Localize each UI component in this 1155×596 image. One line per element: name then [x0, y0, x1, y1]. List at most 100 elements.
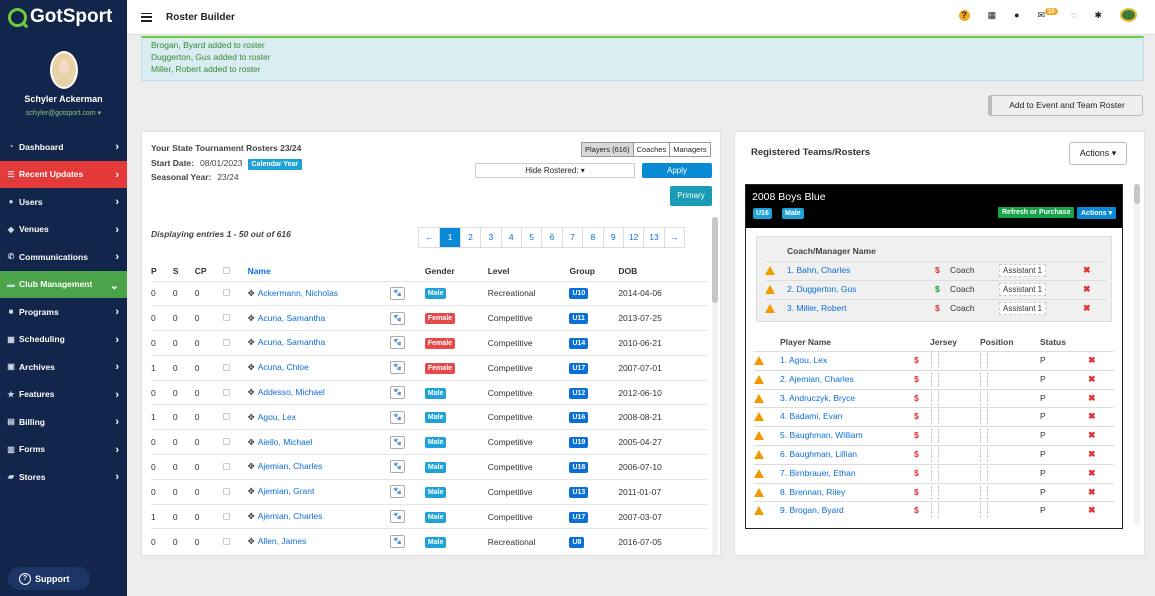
prev-page-button[interactable]: ←	[424, 232, 434, 242]
drag-handle-icon[interactable]: ✥	[247, 362, 255, 373]
page-6-button[interactable]: 6	[541, 228, 561, 247]
sidebar-item-stores[interactable]: ▰ Stores ›	[0, 463, 127, 491]
jersey-field[interactable]	[931, 371, 939, 387]
payment-icon[interactable]: $	[914, 505, 919, 516]
coach-name-link[interactable]: 3. Miller, Robert	[787, 303, 847, 313]
payment-icon[interactable]: $	[914, 486, 919, 497]
coach-title-field[interactable]: Assistant 1	[999, 302, 1047, 315]
position-field[interactable]	[980, 447, 988, 462]
row-checkbox[interactable]	[222, 363, 230, 371]
page-9-button[interactable]: 9	[602, 228, 623, 247]
row-checkbox[interactable]	[222, 462, 230, 470]
player-name-link[interactable]: Ajemian, Charles	[257, 461, 323, 472]
team-actions-button[interactable]: Actions ▾	[1077, 207, 1117, 219]
player-name-link[interactable]: 8. Brennan, Riley	[780, 486, 846, 497]
player-name-link[interactable]: Ajemian, Grant	[257, 486, 315, 497]
row-checkbox[interactable]	[222, 537, 230, 545]
row-checkbox[interactable]	[222, 512, 230, 520]
page-5-button[interactable]: 5	[520, 228, 541, 247]
player-name-link[interactable]: Allen, James	[257, 536, 307, 547]
player-name-link[interactable]: Ackermann, Nicholas	[257, 287, 338, 298]
row-checkbox[interactable]	[222, 413, 230, 421]
page-7-button[interactable]: 7	[561, 228, 582, 247]
row-checkbox[interactable]	[222, 388, 230, 396]
coach-title-field[interactable]: Assistant 1	[999, 264, 1047, 277]
sidebar-item-billing[interactable]: ▤ Billing ›	[0, 408, 127, 436]
paw-button[interactable]: 🐾	[390, 410, 406, 424]
sidebar-item-club-management[interactable]: ▬ Club Management ⌄	[0, 270, 127, 298]
remove-icon[interactable]: ✖	[1083, 303, 1091, 313]
hamburger-menu-icon[interactable]	[141, 12, 152, 22]
avatar[interactable]	[49, 51, 78, 89]
page-4-button[interactable]: 4	[500, 228, 521, 247]
refresh-or-purchase-button[interactable]: Refresh or Purchase	[998, 207, 1075, 218]
player-name-link[interactable]: Acuna, Chloe	[257, 362, 309, 373]
paw-button[interactable]: 🐾	[390, 535, 406, 549]
paw-button[interactable]: 🐾	[390, 485, 406, 499]
sidebar-item-scheduling[interactable]: ▦ Scheduling ›	[0, 326, 127, 354]
position-field[interactable]	[980, 465, 988, 481]
player-name-link[interactable]: Aiello, Michael	[257, 436, 313, 447]
drag-handle-icon[interactable]: ✥	[247, 486, 255, 497]
player-name-link[interactable]: 6. Baughman, Lillian	[780, 449, 858, 459]
sidebar-item-archives[interactable]: ▣ Archives ›	[0, 353, 127, 381]
paw-button[interactable]: 🐾	[390, 311, 406, 325]
position-field[interactable]	[980, 390, 988, 406]
payment-icon[interactable]: $	[935, 265, 940, 275]
jersey-field[interactable]	[931, 409, 939, 425]
coach-name-link[interactable]: 1. Bahn, Charles	[787, 265, 851, 275]
player-name-link[interactable]: Acuna, Samantha	[257, 312, 326, 323]
remove-icon[interactable]: ✖	[1088, 449, 1096, 459]
paw-button[interactable]: 🐾	[390, 510, 406, 524]
payment-icon[interactable]: $	[935, 284, 940, 294]
payment-icon[interactable]: $	[914, 355, 919, 365]
coach-name-link[interactable]: 2. Duggerton, Gus	[787, 284, 857, 294]
help-icon[interactable]: ?	[958, 9, 970, 21]
table-scrollbar[interactable]	[712, 217, 718, 555]
payment-icon[interactable]: $	[914, 430, 919, 441]
sidebar-item-programs[interactable]: ■ Programs ›	[0, 298, 127, 326]
sidebar-item-users[interactable]: ● Users ›	[0, 188, 127, 216]
paw-button[interactable]: 🐾	[390, 336, 406, 350]
drag-handle-icon[interactable]: ✥	[247, 411, 255, 422]
jersey-field[interactable]	[931, 484, 939, 500]
club-logo[interactable]	[1120, 8, 1137, 22]
drag-handle-icon[interactable]: ✥	[247, 387, 255, 398]
paw-button[interactable]: 🐾	[390, 361, 406, 375]
position-field[interactable]	[980, 503, 988, 519]
next-page-button[interactable]: →	[663, 228, 684, 247]
coach-title-field[interactable]: Assistant 1	[999, 283, 1047, 296]
remove-icon[interactable]: ✖	[1083, 265, 1091, 275]
sidebar-item-communications[interactable]: ✆ Communications ›	[0, 243, 127, 271]
page-8-button[interactable]: 8	[582, 228, 602, 247]
user-email-dropdown[interactable]: schyler@gotsport.com ▾	[25, 110, 102, 117]
payment-icon[interactable]: $	[914, 373, 919, 384]
position-field[interactable]	[980, 428, 988, 444]
column-header[interactable]: Name	[247, 265, 271, 276]
jersey-field[interactable]	[931, 465, 939, 481]
sidebar-item-forms[interactable]: ▥ Forms ›	[0, 436, 127, 464]
page-1-button[interactable]: 1	[439, 228, 460, 247]
remove-icon[interactable]: ✖	[1088, 467, 1096, 478]
drag-handle-icon[interactable]: ✥	[247, 287, 255, 298]
jersey-field[interactable]	[931, 447, 939, 462]
position-field[interactable]	[980, 353, 988, 368]
row-checkbox[interactable]	[222, 289, 230, 297]
drag-handle-icon[interactable]: ✥	[247, 536, 255, 547]
payment-icon[interactable]: $	[914, 392, 919, 403]
row-checkbox[interactable]	[222, 438, 230, 446]
qr-code-icon[interactable]: ▦	[987, 9, 997, 20]
drag-handle-icon[interactable]: ✥	[247, 337, 255, 348]
drag-handle-icon[interactable]: ✥	[247, 436, 255, 447]
row-checkbox[interactable]	[222, 338, 230, 346]
player-name-link[interactable]: Addesso, Michael	[257, 387, 325, 398]
position-field[interactable]	[980, 484, 988, 500]
player-name-link[interactable]: 4. Badami, Evan	[780, 411, 843, 422]
player-name-link[interactable]: 7. Birnbrauer, Ethan	[780, 467, 856, 478]
mail-icon[interactable]: ✉ 10	[1038, 7, 1058, 21]
player-name-link[interactable]: 9. Brogan, Byard	[780, 505, 844, 516]
payment-icon[interactable]: $	[914, 449, 919, 459]
remove-icon[interactable]: ✖	[1088, 355, 1096, 365]
jersey-field[interactable]	[931, 390, 939, 406]
remove-icon[interactable]: ✖	[1088, 486, 1096, 497]
